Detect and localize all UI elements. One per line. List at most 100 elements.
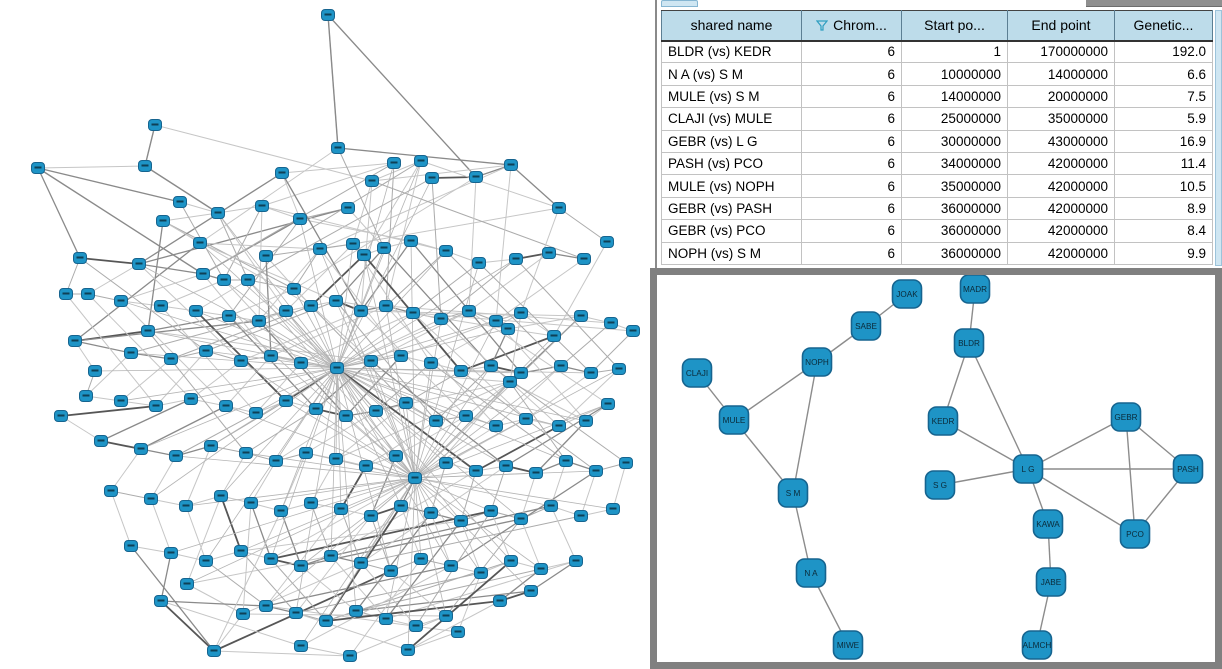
cell-value[interactable]: 6 <box>801 196 902 221</box>
cell-value[interactable]: 6 <box>801 39 902 64</box>
graph-node[interactable] <box>365 175 379 187</box>
node-shape[interactable] <box>801 347 833 377</box>
graph-node[interactable] <box>341 202 355 214</box>
cell-value[interactable]: 43000000 <box>1007 129 1115 153</box>
cell-value[interactable]: 42000000 <box>1007 174 1115 198</box>
cell-value[interactable]: 42000000 <box>1007 241 1115 265</box>
graph-node[interactable] <box>524 585 538 597</box>
node-shape[interactable] <box>1012 454 1044 484</box>
node-shape[interactable] <box>1119 519 1151 549</box>
overview-network-canvas[interactable] <box>0 0 648 669</box>
cell-shared-name[interactable]: MULE (vs) S M <box>661 84 802 109</box>
graph-node[interactable] <box>114 295 128 307</box>
graph-node[interactable] <box>73 252 87 264</box>
graph-node[interactable] <box>269 455 283 467</box>
graph-node[interactable] <box>114 395 128 407</box>
graph-node[interactable] <box>404 235 418 247</box>
node-shape[interactable] <box>777 478 809 508</box>
graph-node[interactable] <box>239 447 253 459</box>
graph-node[interactable] <box>626 325 640 337</box>
graph-node[interactable] <box>514 513 528 525</box>
graph-node[interactable] <box>264 350 278 362</box>
graph-node[interactable] <box>329 295 343 307</box>
node-shape[interactable] <box>681 358 713 388</box>
graph-node-almch[interactable]: ALMCH <box>1021 630 1053 660</box>
graph-node[interactable] <box>544 500 558 512</box>
graph-node[interactable] <box>304 300 318 312</box>
graph-node[interactable] <box>293 213 307 225</box>
graph-node[interactable] <box>164 547 178 559</box>
cell-value[interactable]: 14000000 <box>901 84 1008 109</box>
cell-value[interactable]: 8.4 <box>1114 219 1213 243</box>
table-vertical-scrollbar[interactable] <box>1215 10 1222 266</box>
graph-node[interactable] <box>414 155 428 167</box>
node-shape[interactable] <box>927 406 959 436</box>
graph-node[interactable] <box>439 610 453 622</box>
node-shape[interactable] <box>924 470 956 500</box>
graph-node[interactable] <box>619 457 633 469</box>
cell-shared-name[interactable]: PASH (vs) PCO <box>661 151 802 176</box>
cell-value[interactable]: 5.9 <box>1114 107 1213 131</box>
graph-node[interactable] <box>244 497 258 509</box>
graph-node[interactable] <box>234 355 248 367</box>
graph-node[interactable] <box>31 162 45 174</box>
cell-shared-name[interactable]: CLAJI (vs) MULE <box>661 107 802 131</box>
graph-node[interactable] <box>389 450 403 462</box>
table-row[interactable]: GEBR (vs) L G 6 30000000 43000000 16.9 <box>661 129 1213 153</box>
cell-value[interactable]: 14000000 <box>1007 62 1115 86</box>
graph-node[interactable] <box>124 347 138 359</box>
graph-node[interactable] <box>287 283 301 295</box>
graph-node[interactable] <box>387 157 401 169</box>
graph-node[interactable] <box>173 196 187 208</box>
graph-node[interactable] <box>255 200 269 212</box>
graph-node[interactable] <box>469 171 483 183</box>
graph-node[interactable] <box>425 172 439 184</box>
graph-node[interactable] <box>324 550 338 562</box>
graph-node[interactable] <box>339 410 353 422</box>
column-header-1[interactable]: Chrom... <box>801 10 902 41</box>
overview-nodes[interactable] <box>31 9 640 662</box>
cell-value[interactable]: 36000000 <box>901 219 1008 243</box>
graph-node[interactable] <box>394 500 408 512</box>
graph-node[interactable] <box>274 505 288 517</box>
graph-node[interactable] <box>313 243 327 255</box>
funnel-filter-icon[interactable] <box>816 20 829 31</box>
table-header[interactable]: shared name Chrom... Start po... End point G… <box>661 10 1213 41</box>
graph-node[interactable] <box>279 395 293 407</box>
graph-node[interactable] <box>577 253 591 265</box>
cell-value[interactable]: 6 <box>801 151 902 176</box>
graph-node[interactable] <box>259 600 273 612</box>
table-row[interactable]: N A (vs) S M 6 10000000 14000000 6.6 <box>661 62 1213 86</box>
node-shape[interactable] <box>1172 454 1204 484</box>
column-header-2[interactable]: Start po... <box>901 10 1008 41</box>
cell-value[interactable]: 7.5 <box>1114 84 1213 109</box>
table-row[interactable]: GEBR (vs) PCO 6 36000000 42000000 8.4 <box>661 219 1213 243</box>
graph-node[interactable] <box>408 472 422 484</box>
graph-node[interactable] <box>346 238 360 250</box>
graph-node[interactable] <box>514 307 528 319</box>
graph-node[interactable] <box>542 247 556 259</box>
cell-value[interactable]: 170000000 <box>1007 39 1115 64</box>
node-shape[interactable] <box>959 275 991 304</box>
cell-shared-name[interactable]: MULE (vs) NOPH <box>661 174 802 198</box>
graph-node[interactable] <box>349 605 363 617</box>
cell-shared-name[interactable]: GEBR (vs) PASH <box>661 196 802 221</box>
cell-value[interactable]: 6 <box>801 84 902 109</box>
graph-node[interactable] <box>331 142 345 154</box>
graph-node[interactable] <box>489 420 503 432</box>
cell-value[interactable]: 11.4 <box>1114 151 1213 176</box>
graph-node[interactable] <box>409 620 423 632</box>
graph-node[interactable] <box>529 467 543 479</box>
graph-node[interactable] <box>124 540 138 552</box>
cell-value[interactable]: 35000000 <box>1007 107 1115 131</box>
graph-node[interactable] <box>138 160 152 172</box>
graph-node[interactable] <box>354 557 368 569</box>
cell-value[interactable]: 6 <box>801 107 902 131</box>
graph-node[interactable] <box>462 305 476 317</box>
cell-value[interactable]: 6 <box>801 129 902 153</box>
graph-node[interactable] <box>94 435 108 447</box>
cell-value[interactable]: 36000000 <box>901 196 1008 221</box>
cell-value[interactable]: 42000000 <box>1007 219 1115 243</box>
graph-node[interactable] <box>359 460 373 472</box>
graph-node[interactable] <box>600 236 614 248</box>
